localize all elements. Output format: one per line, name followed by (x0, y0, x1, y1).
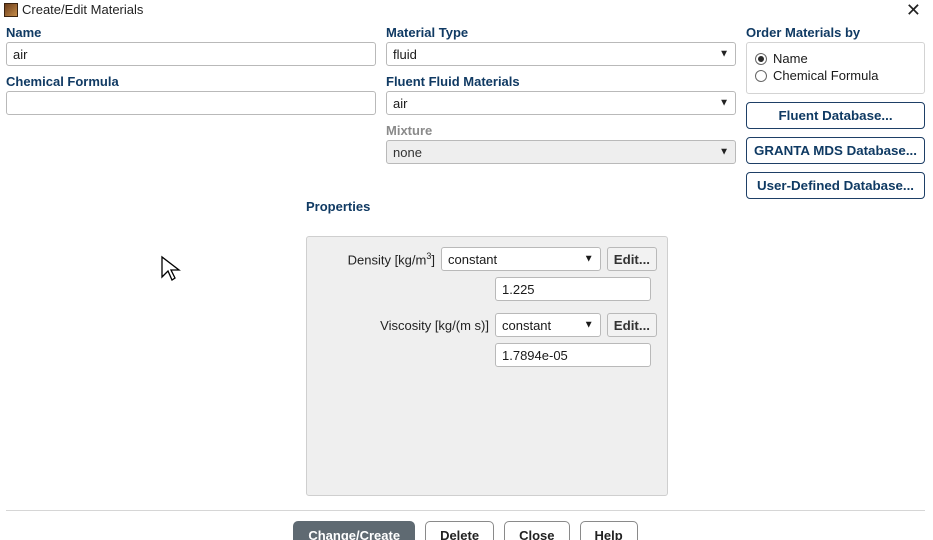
properties-panel: Density [kg/m3] constant ▼ Edit... 1.225 (306, 236, 668, 496)
density-method-value: constant (448, 252, 497, 267)
change-create-button[interactable]: Change/Create (293, 521, 415, 540)
name-label: Name (6, 25, 376, 40)
viscosity-value: 1.7894e-05 (502, 348, 568, 363)
mixture-value: none (393, 145, 422, 160)
viscosity-method-value: constant (502, 318, 551, 333)
density-value-input[interactable]: 1.225 (495, 277, 651, 301)
fluent-fluid-value: air (393, 96, 407, 111)
titlebar: Create/Edit Materials ✕ (0, 0, 933, 19)
chevron-down-icon: ▼ (719, 49, 729, 60)
density-label: Density [kg/m3] (317, 251, 435, 267)
density-method-select[interactable]: constant ▼ (441, 247, 601, 271)
fluent-fluid-select[interactable]: air ▼ (386, 91, 736, 115)
material-type-label: Material Type (386, 25, 736, 40)
order-by-label: Order Materials by (746, 25, 925, 40)
chemical-formula-label: Chemical Formula (6, 74, 376, 89)
material-type-select[interactable]: fluid ▼ (386, 42, 736, 66)
viscosity-value-input[interactable]: 1.7894e-05 (495, 343, 651, 367)
create-edit-materials-window: Create/Edit Materials ✕ Name Chemical Fo… (0, 0, 933, 540)
user-defined-database-button[interactable]: User-Defined Database... (746, 172, 925, 199)
order-by-option-label: Chemical Formula (773, 68, 878, 83)
delete-button[interactable]: Delete (425, 521, 494, 540)
viscosity-method-select[interactable]: constant ▼ (495, 313, 601, 337)
granta-database-button[interactable]: GRANTA MDS Database... (746, 137, 925, 164)
chevron-down-icon: ▼ (719, 147, 729, 158)
viscosity-label: Viscosity [kg/(m s)] (317, 318, 489, 333)
name-input[interactable] (6, 42, 376, 66)
density-edit-button[interactable]: Edit... (607, 247, 657, 271)
chevron-down-icon: ▼ (584, 254, 594, 265)
window-title: Create/Edit Materials (22, 2, 143, 17)
app-icon (4, 3, 18, 17)
viscosity-edit-button[interactable]: Edit... (607, 313, 657, 337)
radio-icon (755, 70, 767, 82)
order-by-option-label: Name (773, 51, 808, 66)
mixture-select: none ▼ (386, 140, 736, 164)
order-by-option-name[interactable]: Name (755, 51, 916, 66)
order-by-option-chemical-formula[interactable]: Chemical Formula (755, 68, 916, 83)
chevron-down-icon: ▼ (719, 98, 729, 109)
chevron-down-icon: ▼ (584, 320, 594, 331)
bottom-button-bar: Change/Create Delete Close Help (6, 521, 925, 540)
material-type-value: fluid (393, 47, 417, 62)
radio-icon (755, 53, 767, 65)
order-by-group: Name Chemical Formula (746, 42, 925, 94)
help-button[interactable]: Help (580, 521, 638, 540)
close-icon[interactable]: ✕ (898, 3, 929, 17)
close-button[interactable]: Close (504, 521, 569, 540)
properties-label: Properties (306, 199, 925, 214)
mixture-label: Mixture (386, 123, 736, 138)
density-value: 1.225 (502, 282, 535, 297)
separator (6, 510, 925, 511)
fluent-fluid-materials-label: Fluent Fluid Materials (386, 74, 736, 89)
chemical-formula-input[interactable] (6, 91, 376, 115)
fluent-database-button[interactable]: Fluent Database... (746, 102, 925, 129)
